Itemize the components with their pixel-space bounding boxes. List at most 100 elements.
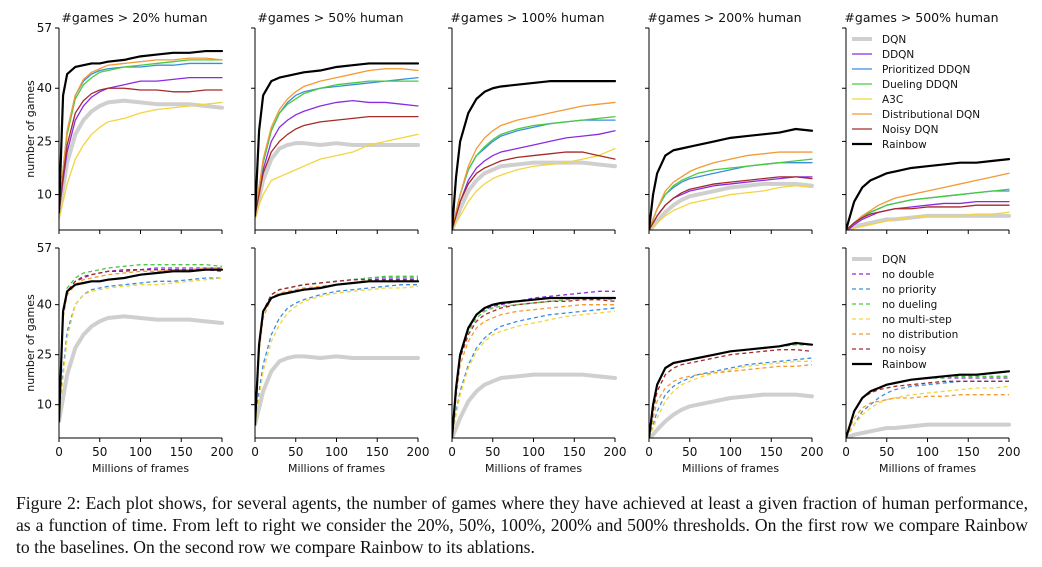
- series-line-dqn-r1p2: [255, 141, 420, 218]
- legend-label: no multi-step: [882, 314, 952, 326]
- x-axis-label: Millions of frames: [485, 462, 582, 475]
- series-line-no-distribution-r2p2: [255, 280, 418, 425]
- legend-label: no dueling: [882, 299, 937, 311]
- series-line-dqn-r1p5: [846, 213, 1011, 230]
- series-line-noisy-dqn-r1p5: [846, 204, 1010, 230]
- series-line-no-priority-r2p4: [649, 357, 813, 438]
- x-tick-label: 50: [682, 445, 697, 459]
- x-axis-label: Millions of frames: [288, 462, 385, 475]
- series-line-no-distribution-r2p3: [452, 304, 615, 438]
- series-line-distributional-dqn-r1p4: [649, 151, 813, 230]
- series-line-noisy-dqn-r1p4: [649, 176, 813, 230]
- series-line-prioritized-ddqn-r1p4: [649, 162, 813, 230]
- series-line-no-priority-r2p1: [59, 277, 222, 422]
- series-line-no-noisy-r2p2: [255, 279, 418, 425]
- series-line-rainbow-r1p1: [59, 49, 224, 214]
- panel-row1-col3: [448, 27, 617, 234]
- panel-row2-col1: 10 25 40 57 0 50 100 150 200 Millions of frames: [37, 241, 234, 475]
- series-line-a3c-r1p3: [452, 147, 616, 230]
- x-tick-label: 150: [366, 445, 389, 459]
- series-line-distributional-dqn-r1p3: [452, 101, 616, 230]
- x-tick-label: 0: [842, 445, 850, 459]
- panel-title-1: #games > 20% human: [61, 10, 207, 25]
- legend-row-2: DQN no double no priority no dueling no mult…: [852, 254, 958, 371]
- y-tick-label: 57: [37, 21, 52, 35]
- x-tick-label: 200: [801, 445, 824, 459]
- y-axis-label-row-1: number of games: [24, 80, 37, 178]
- series-line-a3c-r1p4: [649, 185, 813, 230]
- x-tick-label: 200: [211, 445, 234, 459]
- x-tick-label: 100: [325, 445, 348, 459]
- x-tick-label: 50: [288, 445, 303, 459]
- legend-label: no priority: [882, 284, 936, 296]
- x-tick-label: 100: [719, 445, 742, 459]
- series-line-no-priority-r2p2: [255, 284, 418, 425]
- x-tick-label: 200: [604, 445, 627, 459]
- series-line-a3c-r1p5: [846, 211, 1010, 230]
- x-tick-label: 100: [916, 445, 939, 459]
- panel-row2-col4: 0 50 100 150 200 Millions of frames: [645, 247, 824, 475]
- x-tick-label: 0: [55, 445, 63, 459]
- x-tick-label: 150: [760, 445, 783, 459]
- x-tick-label: 0: [448, 445, 456, 459]
- series-line-rainbow-r2p2: [255, 280, 420, 426]
- series-line-dqn-r2p2: [255, 354, 420, 427]
- series-line-dqn-r2p4: [649, 392, 814, 438]
- series-line-dqn-r2p5: [846, 422, 1011, 438]
- axes-r1p2: [254, 28, 418, 231]
- series-line-rainbow-r2p1: [59, 268, 224, 423]
- series-line-rainbow-r1p5: [846, 158, 1011, 230]
- series-line-dqn-r2p1: [59, 314, 224, 424]
- y-axis-label-row-2: number of games: [24, 294, 37, 392]
- series-line-no-double-r2p1: [59, 267, 222, 422]
- series-line-rainbow-r1p4: [649, 127, 814, 230]
- series-line-rainbow-r1p3: [452, 80, 617, 230]
- series-line-rainbow-r2p3: [452, 296, 617, 438]
- series-line-dqn-r1p1: [59, 98, 224, 215]
- x-axis-label: Millions of frames: [682, 462, 779, 475]
- axes-r1p3: [451, 28, 615, 231]
- x-tick-label: 50: [92, 445, 107, 459]
- series-line-noisy-dqn-r1p2: [255, 115, 419, 217]
- y-tick-label: 25: [37, 134, 52, 148]
- y-tick-label: 10: [37, 188, 52, 202]
- x-tick-label: 150: [170, 445, 193, 459]
- axes-r2p3: [451, 248, 615, 439]
- series-line-distributional-dqn-r1p2: [255, 68, 419, 217]
- series-line-no-dueling-r2p2: [255, 275, 418, 425]
- series-line-no-double-r2p5: [846, 377, 1009, 438]
- panel-row1-col2: [251, 27, 420, 234]
- series-line-a3c-r1p2: [255, 133, 419, 221]
- series-line-dueling-ddqn-r1p1: [59, 59, 223, 213]
- series-line-ddqn-r1p2: [255, 100, 419, 217]
- panel-row1-col1: 10 25 40 57: [37, 21, 224, 234]
- series-line-no-multi-step-r2p5: [846, 385, 1010, 438]
- series-line-prioritized-ddqn-r1p3: [452, 119, 616, 230]
- series-line-no-distribution-r2p1: [59, 267, 222, 422]
- series-line-no-multi-step-r2p1: [59, 277, 223, 422]
- series-line-no-dueling-r2p5: [846, 375, 1009, 438]
- series-line-rainbow-r1p2: [255, 62, 420, 217]
- legend-label: no double: [882, 269, 934, 281]
- series-line-no-noisy-r2p3: [452, 299, 616, 438]
- x-axis-label: Millions of frames: [879, 462, 976, 475]
- series-line-no-priority-r2p3: [452, 307, 616, 438]
- legend-label: DQN: [882, 254, 906, 266]
- x-axis-label: Millions of frames: [92, 462, 189, 475]
- series-line-no-distribution-r2p4: [649, 364, 813, 438]
- legend-row-1: DQN DDQN Prioritized DDQN Dueling DDQN A3C Di…: [852, 34, 980, 151]
- figure-caption: Figure 2: Each plot shows, for several a…: [16, 493, 1028, 557]
- series-line-noisy-dqn-r1p1: [59, 87, 223, 213]
- series-line-distributional-dqn-r1p1: [59, 57, 223, 213]
- series-line-no-dueling-r2p1: [59, 264, 223, 422]
- series-line-dueling-ddqn-r1p2: [255, 80, 419, 217]
- series-line-rainbow-r2p5: [846, 370, 1011, 438]
- panel-row2-col3: 0 50 100 150 200 Millions of frames: [448, 247, 627, 475]
- panel-row1-col4: [645, 27, 814, 234]
- x-tick-label: 0: [251, 445, 259, 459]
- y-tick-label: 25: [37, 348, 52, 362]
- x-tick-label: 50: [485, 445, 500, 459]
- legend-label: Rainbow: [882, 359, 927, 371]
- series-line-no-noisy-r2p5: [846, 380, 1009, 438]
- series-line-a3c-r1p1: [59, 101, 223, 221]
